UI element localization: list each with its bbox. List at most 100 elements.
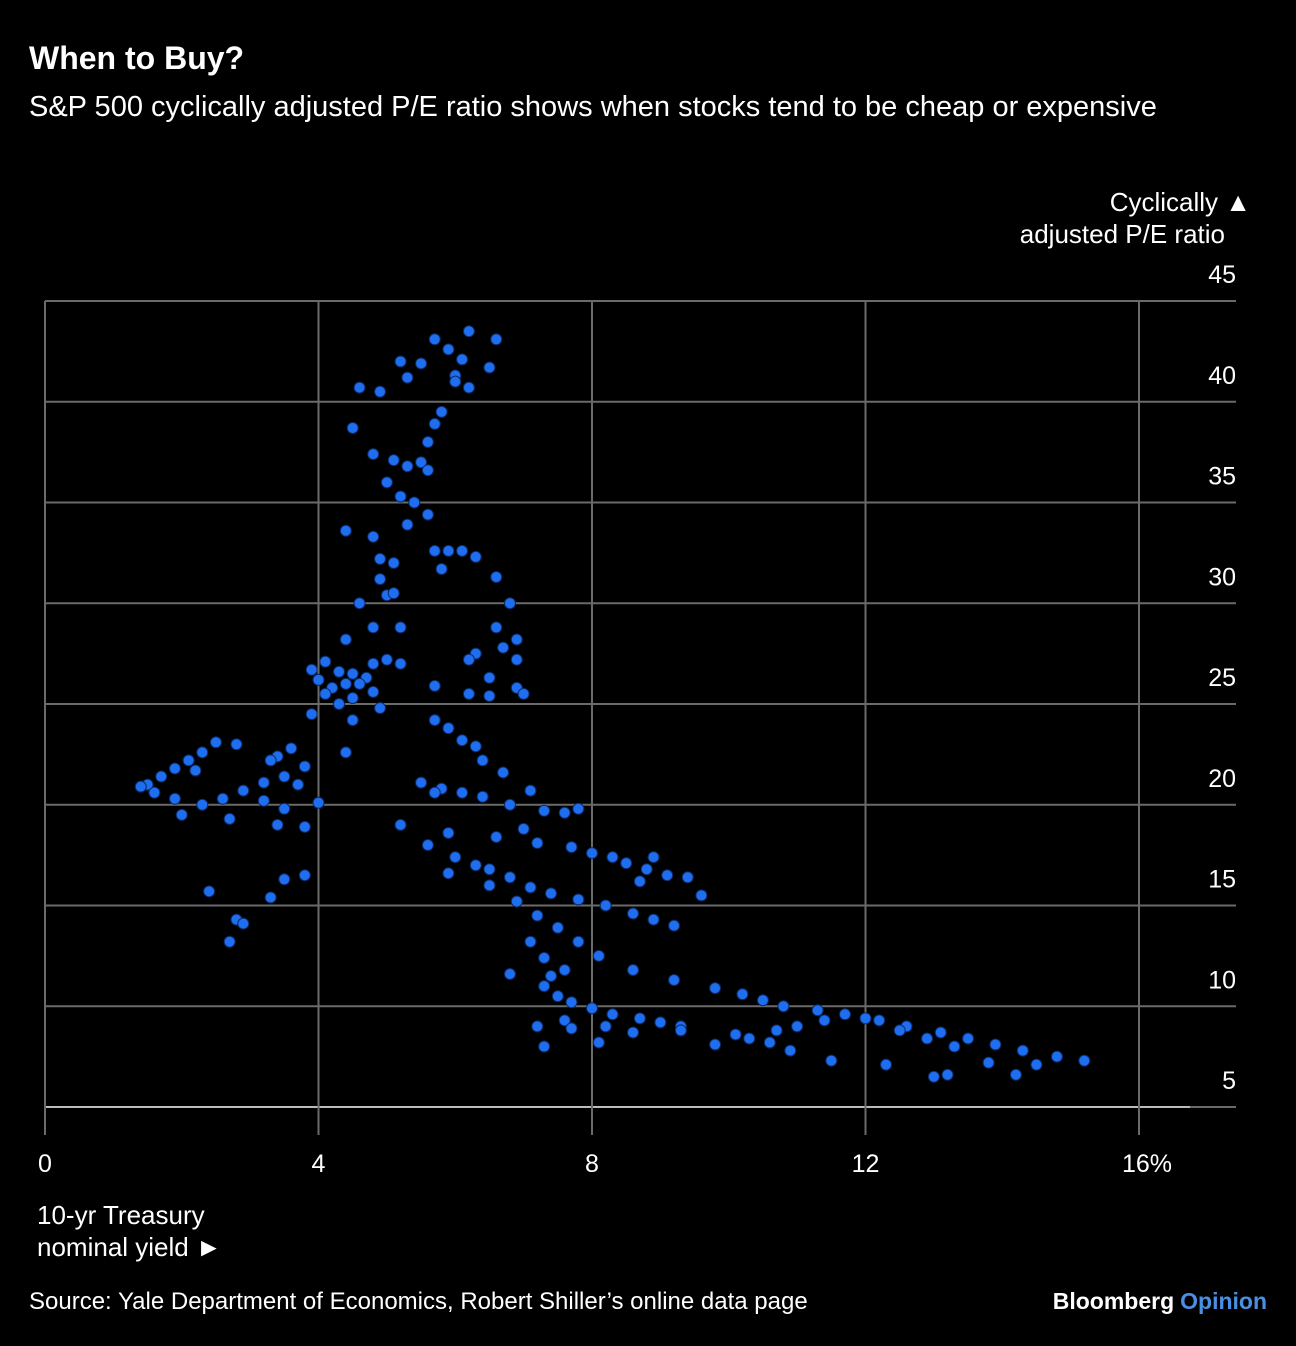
data-point (367, 685, 380, 698)
x-tick-label: 12 (852, 1150, 880, 1178)
data-point (544, 887, 557, 900)
data-point (230, 738, 243, 751)
data-point (592, 949, 605, 962)
data-point (668, 919, 681, 932)
data-point (490, 621, 503, 634)
data-point (367, 621, 380, 634)
data-point (435, 562, 448, 575)
data-point (838, 1008, 851, 1021)
data-point (1016, 1044, 1029, 1057)
data-point (428, 544, 441, 557)
x-axis-label-line1: 10-yr Treasury (37, 1200, 205, 1230)
data-point (729, 1028, 742, 1041)
data-point (538, 1040, 551, 1053)
data-point (257, 776, 270, 789)
data-point (921, 1032, 934, 1045)
data-point (346, 667, 359, 680)
data-point (449, 375, 462, 388)
data-point (517, 687, 530, 700)
data-point (538, 980, 551, 993)
y-tick-label: 45 (1208, 261, 1236, 289)
data-point (237, 784, 250, 797)
data-point (565, 1022, 578, 1035)
data-point (565, 996, 578, 1009)
data-point (633, 1012, 646, 1025)
data-point (859, 1012, 872, 1025)
data-point (982, 1056, 995, 1069)
x-tick-label: 4 (312, 1150, 326, 1178)
data-point (681, 871, 694, 884)
data-point (264, 754, 277, 767)
data-point (394, 355, 407, 368)
data-point (606, 1008, 619, 1021)
data-point (442, 722, 455, 735)
data-point (627, 1026, 640, 1039)
data-point (962, 1032, 975, 1045)
data-point (709, 1038, 722, 1051)
y-tick-label: 40 (1208, 362, 1236, 390)
data-point (408, 496, 421, 509)
data-point (401, 460, 414, 473)
data-point (558, 1014, 571, 1027)
y-tick-label: 20 (1208, 765, 1236, 793)
x-tick-label: 8 (585, 1150, 599, 1178)
data-point (257, 794, 270, 807)
data-point (763, 1036, 776, 1049)
data-point (572, 802, 585, 815)
data-point (285, 742, 298, 755)
data-point (538, 951, 551, 964)
data-point (305, 663, 318, 676)
data-point (305, 708, 318, 721)
data-point (346, 421, 359, 434)
chart-subtitle: S&P 500 cyclically adjusted P/E ratio sh… (29, 91, 1157, 123)
data-point (558, 806, 571, 819)
data-point (223, 935, 236, 948)
data-point (524, 881, 537, 894)
data-point (483, 879, 496, 892)
data-point (620, 857, 633, 870)
data-point (640, 863, 653, 876)
data-point (941, 1068, 954, 1081)
data-point (647, 851, 660, 864)
data-point (223, 812, 236, 825)
y-axis-label: Cyclically ▲ adjusted P/E ratio (1020, 186, 1251, 250)
data-point (695, 889, 708, 902)
data-point (531, 837, 544, 850)
brand-sub: Opinion (1180, 1288, 1267, 1314)
data-point (490, 830, 503, 843)
x-axis-label: 10-yr Treasury nominal yield ► (37, 1199, 222, 1263)
y-tick-label: 15 (1208, 866, 1236, 894)
data-point (1078, 1054, 1091, 1067)
data-point (428, 417, 441, 430)
data-point (456, 786, 469, 799)
data-point (948, 1040, 961, 1053)
data-points (134, 325, 1091, 1083)
data-point (510, 653, 523, 666)
data-point (319, 687, 332, 700)
data-point (387, 556, 400, 569)
data-point (668, 974, 681, 987)
data-point (592, 1036, 605, 1049)
y-axis-label-line2: adjusted P/E ratio (1019, 219, 1225, 249)
data-point (510, 633, 523, 646)
data-point (380, 653, 393, 666)
data-point (367, 530, 380, 543)
data-point (374, 573, 387, 586)
data-point (1030, 1058, 1043, 1071)
data-point (873, 1014, 886, 1027)
data-point (811, 1004, 824, 1017)
data-point (756, 994, 769, 1007)
data-point (312, 673, 325, 686)
data-point (462, 381, 475, 394)
data-point (298, 760, 311, 773)
data-point (462, 687, 475, 700)
data-point (462, 653, 475, 666)
data-point (462, 325, 475, 338)
data-point (421, 436, 434, 449)
data-point (784, 1044, 797, 1057)
data-point (196, 746, 209, 759)
y-tick-label: 35 (1208, 463, 1236, 491)
data-point (483, 671, 496, 684)
data-point (298, 869, 311, 882)
